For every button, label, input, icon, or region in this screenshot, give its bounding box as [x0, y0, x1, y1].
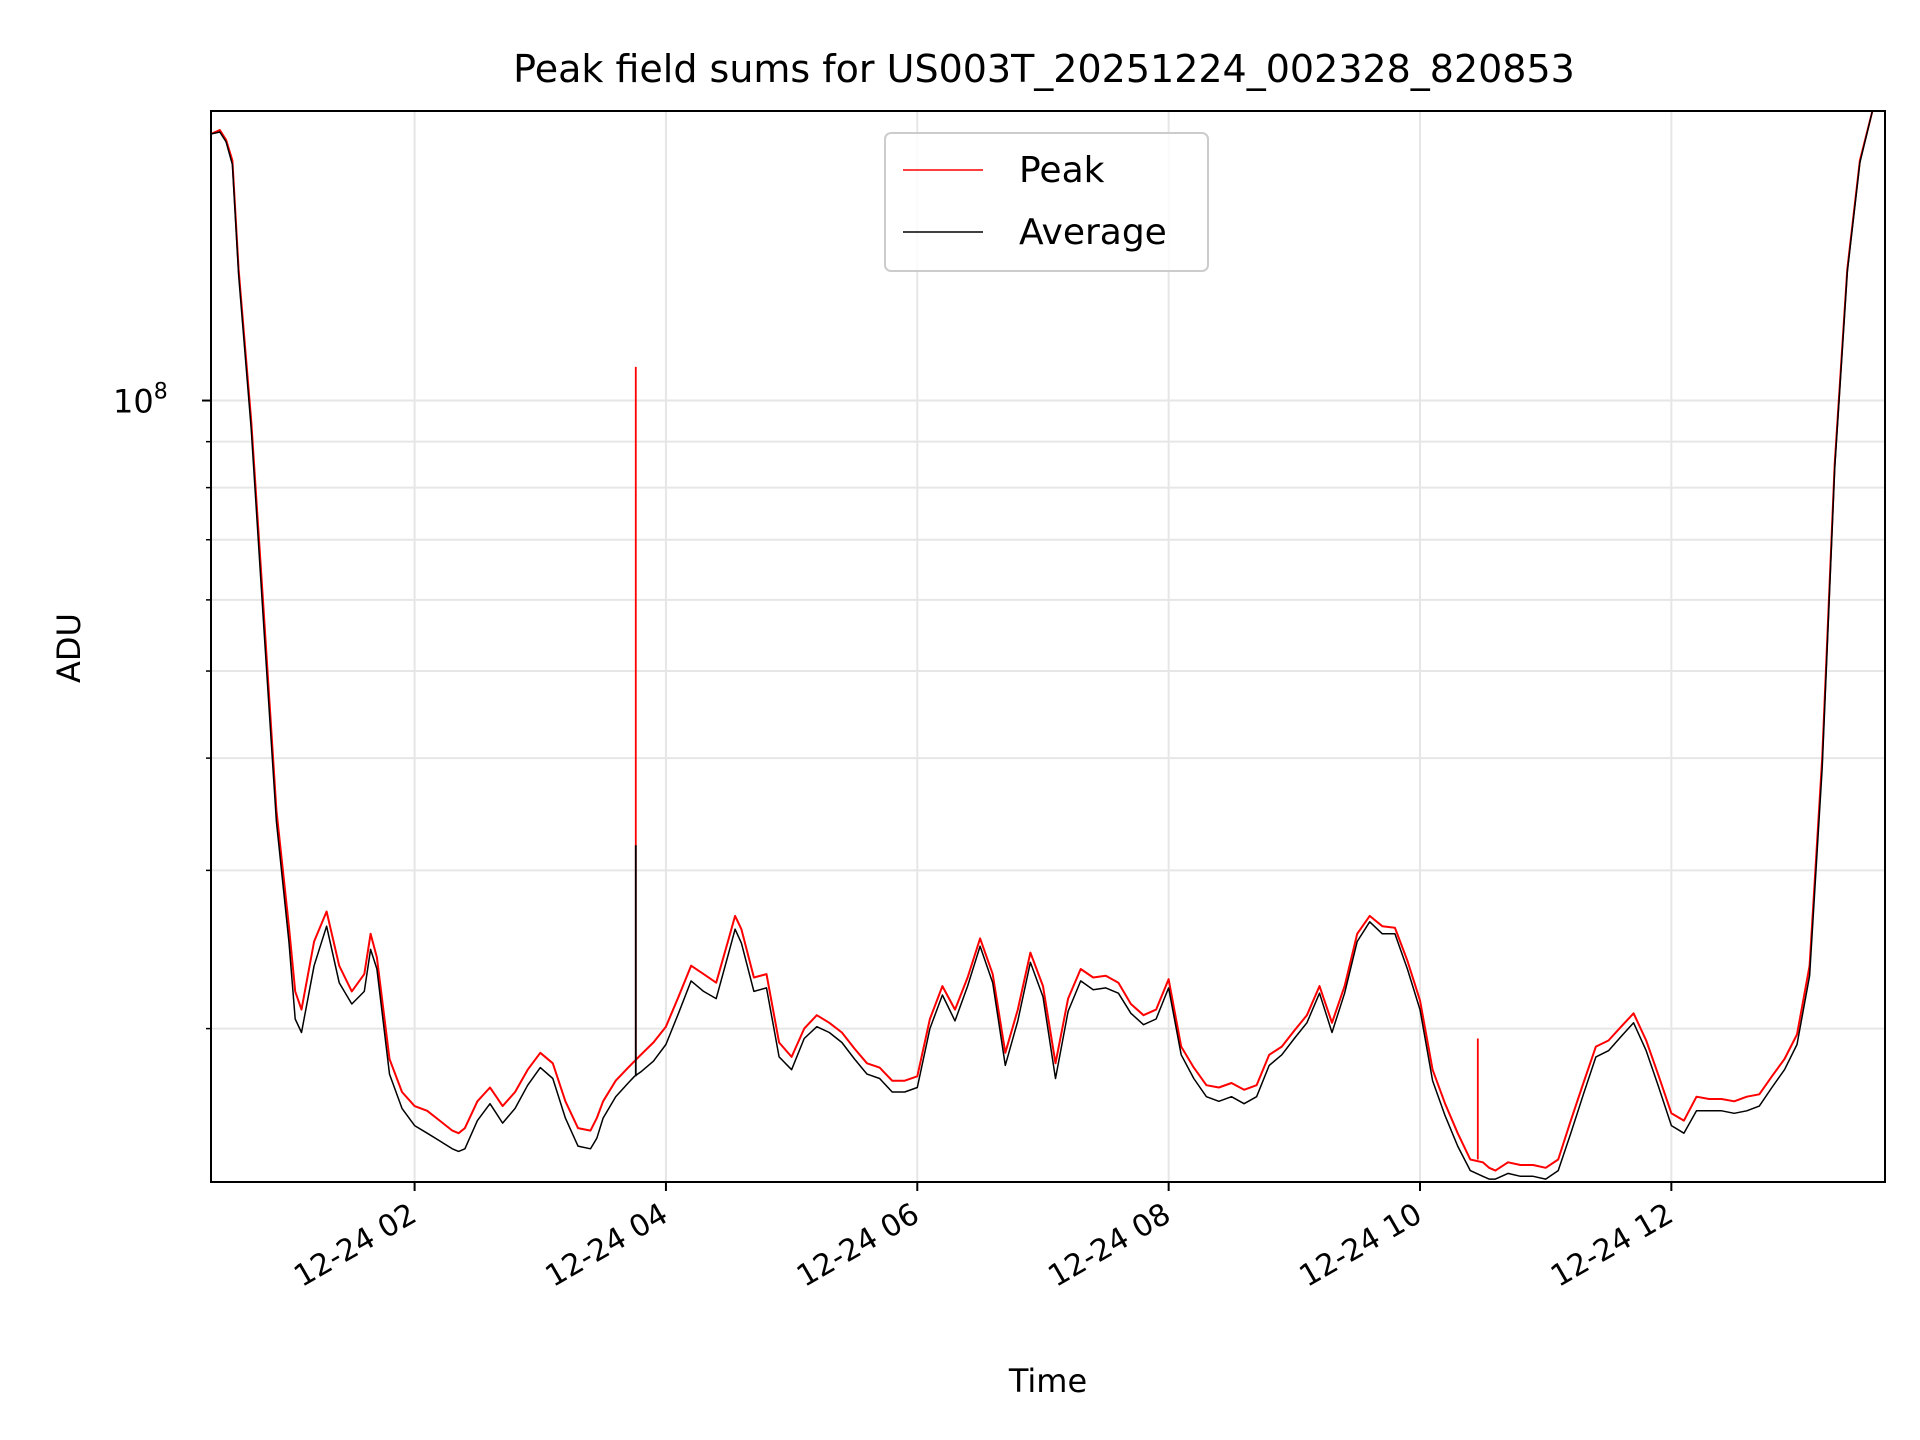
x-axis-label: Time [1008, 1362, 1087, 1400]
legend-label-average: Average [1019, 212, 1167, 253]
legend-label-peak: Peak [1019, 150, 1105, 191]
plot-frame [210, 110, 1886, 1183]
series-group [211, 111, 1874, 1180]
series-layer [211, 111, 1874, 1180]
series-line-average [211, 111, 1874, 1180]
legend: Peak Average [884, 132, 1209, 272]
y-axis-label: ADU [50, 613, 88, 683]
y-tick-label-0: 108 [113, 380, 168, 421]
series-line-peak [211, 111, 1874, 1172]
chart-title: Peak field sums for US003T_20251224_0023… [513, 47, 1575, 91]
grid [211, 111, 1885, 1182]
legend-box [884, 132, 1209, 272]
y-axis: 108 [113, 380, 211, 1030]
